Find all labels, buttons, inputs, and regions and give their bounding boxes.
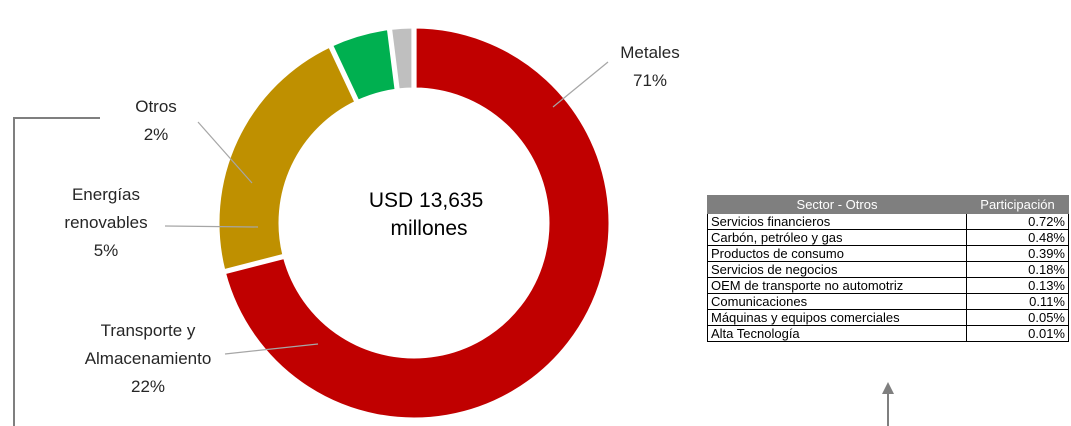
center-total: USD 13,635 millones: [369, 189, 489, 240]
sector-cell: Servicios de negocios: [707, 261, 967, 278]
center-line-2: millones: [390, 217, 467, 240]
table-row: Servicios de negocios 0.18%: [707, 261, 1069, 278]
slice-name-label: Energías: [72, 185, 140, 204]
slice-value-label: 5%: [94, 241, 119, 260]
share-cell: 0.11%: [966, 293, 1069, 310]
sector-cell: OEM de transporte no automotriz: [707, 277, 967, 294]
donut-slice-0: [222, 25, 612, 421]
slice-name-label: Almacenamiento: [85, 349, 212, 368]
share-cell: 0.18%: [966, 261, 1069, 278]
table-row: Carbón, petróleo y gas 0.48%: [707, 229, 1069, 246]
slice-label-1: Transporte y Almacenamiento 22%: [85, 321, 212, 396]
sector-cell: Máquinas y equipos comerciales: [707, 309, 967, 326]
leader-line-3: [197, 121, 253, 184]
share-cell: 0.13%: [966, 277, 1069, 294]
leader-line-1: [224, 343, 319, 355]
table-header-share: Participación: [966, 195, 1069, 214]
slice-name-label: Metales: [620, 43, 680, 62]
center-line-1: USD 13,635: [369, 189, 483, 212]
donut-slice-1: [216, 44, 358, 273]
share-cell: 0.39%: [966, 245, 1069, 262]
table-row: OEM de transporte no automotriz 0.13%: [707, 277, 1069, 294]
sector-cell: Comunicaciones: [707, 293, 967, 310]
share-cell: 0.05%: [966, 309, 1069, 326]
table-row: Productos de consumo 0.39%: [707, 245, 1069, 262]
slice-value-label: 22%: [131, 377, 165, 396]
leader-line-2: [164, 225, 259, 228]
sector-cell: Alta Tecnología: [707, 325, 967, 342]
slice-name-label: Transporte y: [101, 321, 196, 340]
slice-name-label: Otros: [135, 97, 177, 116]
sector-cell: Carbón, petróleo y gas: [707, 229, 967, 246]
slice-label-0: Metales 71%: [620, 43, 680, 90]
table-row: Servicios financieros 0.72%: [707, 213, 1069, 230]
otros-breakdown-table: Sector - Otros Participación Servicios f…: [707, 195, 1069, 342]
slice-label-3: Otros 2%: [135, 97, 177, 144]
share-cell: 0.48%: [966, 229, 1069, 246]
table-arrow-head: [882, 382, 894, 394]
table-header-sector: Sector - Otros: [707, 195, 967, 214]
table-header-row: Sector - Otros Participación: [707, 195, 1069, 214]
slice-name-label: renovables: [64, 213, 147, 232]
slice-value-label: 2%: [144, 125, 169, 144]
share-cell: 0.72%: [966, 213, 1069, 230]
slice-value-label: 71%: [633, 71, 667, 90]
slice-label-2: Energías renovables 5%: [64, 185, 147, 260]
table-row: Comunicaciones 0.11%: [707, 293, 1069, 310]
table-row: Máquinas y equipos comerciales 0.05%: [707, 309, 1069, 326]
share-cell: 0.01%: [966, 325, 1069, 342]
otros-bracket-line: [13, 117, 100, 426]
sector-cell: Productos de consumo: [707, 245, 967, 262]
donut-slice-2: [329, 27, 398, 104]
table-row: Alta Tecnología 0.01%: [707, 325, 1069, 342]
sector-cell: Servicios financieros: [707, 213, 967, 230]
donut-slice-3: [388, 25, 415, 92]
leader-line-0: [552, 61, 609, 108]
